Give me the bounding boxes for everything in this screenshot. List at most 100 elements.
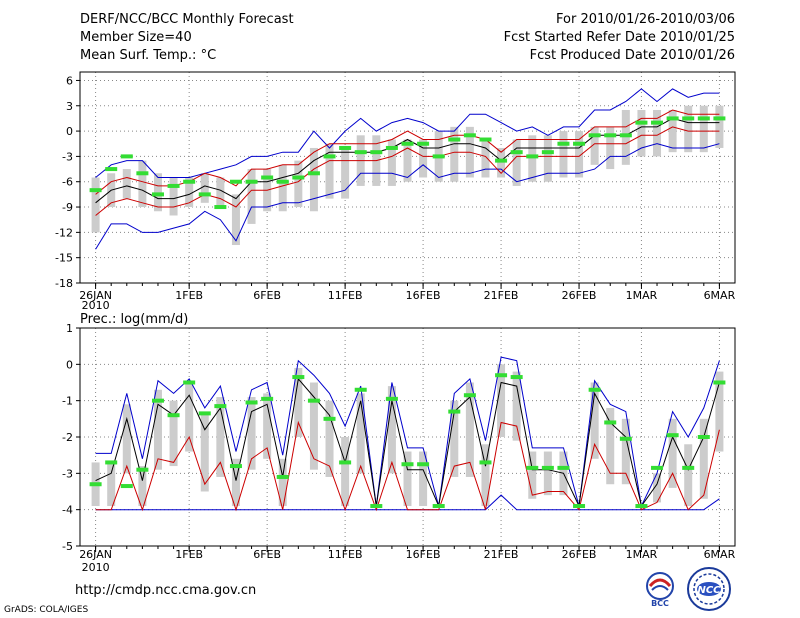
y-tick-label: -12 (55, 226, 73, 239)
box-bar (231, 458, 240, 507)
y-tick-label: -4 (62, 504, 73, 517)
box-bar (169, 177, 178, 216)
observed-marker (385, 145, 398, 150)
y-tick-label: -3 (62, 467, 73, 480)
box-bar (325, 400, 334, 477)
observed-marker (604, 133, 617, 138)
box-bar (216, 397, 225, 477)
y-tick-label: -2 (62, 431, 73, 444)
observed-marker (105, 460, 118, 465)
x-tick-label: 26FEB (562, 548, 597, 561)
box-bar (122, 169, 131, 199)
x-year-label: 2010 (82, 299, 110, 312)
box-bar (356, 393, 365, 474)
box-bar (294, 367, 303, 437)
box-bar (419, 139, 428, 178)
spread-lower-line (95, 126, 720, 216)
observed-marker (183, 179, 196, 184)
x-tick-label: 26FEB (562, 289, 597, 302)
observed-marker (167, 183, 180, 188)
box-bar (403, 139, 412, 182)
box-bar (715, 371, 724, 452)
y-tick-label: 3 (66, 100, 73, 113)
observed-marker (495, 158, 508, 163)
x-tick-label: 6FEB (253, 548, 281, 561)
box-bar (153, 173, 162, 212)
box-bar (185, 382, 194, 452)
x-tick-label: 11FEB (328, 548, 363, 561)
box-bar (668, 418, 677, 488)
box-bar (169, 400, 178, 467)
observed-marker (261, 396, 274, 401)
footer-url[interactable]: http://cmdp.ncc.cma.gov.cn (75, 583, 257, 598)
box-bar (247, 169, 256, 224)
observed-marker (323, 416, 336, 421)
grads-credit: GrADS: COLA/IGES (4, 605, 89, 615)
observed-marker (354, 387, 367, 392)
x-tick-label: 16FEB (406, 289, 441, 302)
box-bar (684, 105, 693, 153)
observed-marker (635, 504, 648, 509)
observed-marker (120, 154, 133, 159)
observed-marker (635, 120, 648, 125)
observed-marker (479, 137, 492, 142)
box-bar (621, 109, 630, 165)
observed-marker (479, 460, 492, 465)
panel-title: Prec.: log(mm/d) (80, 312, 188, 327)
y-tick-label: 1 (66, 322, 73, 335)
box-bar (91, 177, 100, 233)
observed-marker (619, 133, 632, 138)
x-tick-label: 26JAN (79, 289, 112, 302)
box-bar (528, 135, 537, 182)
box-bar (153, 389, 162, 470)
box-bar (715, 105, 724, 148)
observed-marker (463, 133, 476, 138)
box-bar (216, 177, 225, 208)
observed-marker (229, 179, 242, 184)
envelope-max-line (95, 356, 720, 508)
x-tick-label: 11FEB (328, 289, 363, 302)
box-bar (590, 382, 599, 459)
ncc-logo: NCC (687, 567, 731, 611)
observed-marker (245, 400, 258, 405)
y-tick-label: -9 (62, 201, 73, 214)
observed-marker (292, 175, 305, 180)
box-bar (387, 386, 396, 474)
box-bar (637, 109, 646, 157)
box-bar (684, 444, 693, 507)
box-bar (621, 418, 630, 485)
box-bar (247, 397, 256, 470)
observed-marker (401, 141, 414, 146)
observed-marker (245, 179, 258, 184)
box-bar (294, 160, 303, 208)
observed-marker (682, 465, 695, 470)
observed-marker (666, 433, 679, 438)
spread-lower-line (95, 420, 720, 512)
observed-marker (370, 150, 383, 155)
y-tick-label: 0 (66, 358, 73, 371)
y-tick-label: -18 (55, 277, 73, 290)
x-tick-label: 1MAR (626, 548, 658, 561)
observed-marker (198, 411, 211, 416)
observed-marker (541, 465, 554, 470)
box-bar (138, 160, 147, 208)
box-bar (528, 451, 537, 499)
observed-marker (604, 420, 617, 425)
x-tick-label: 16FEB (406, 548, 441, 561)
y-tick-label: -1 (62, 395, 73, 408)
y-tick-label: -5 (62, 540, 73, 553)
observed-marker (666, 116, 679, 121)
observed-marker (526, 154, 539, 159)
x-tick-label: 6MAR (704, 289, 736, 302)
observed-marker (588, 133, 601, 138)
box-bar (699, 418, 708, 499)
box-bar (497, 364, 506, 437)
spread-upper-line (95, 109, 720, 195)
x-tick-label: 1FEB (175, 289, 203, 302)
observed-marker (136, 467, 149, 472)
box-bar (543, 135, 552, 182)
observed-marker (89, 188, 102, 193)
observed-marker (292, 375, 305, 380)
observed-marker (276, 474, 289, 479)
observed-marker (619, 436, 632, 441)
